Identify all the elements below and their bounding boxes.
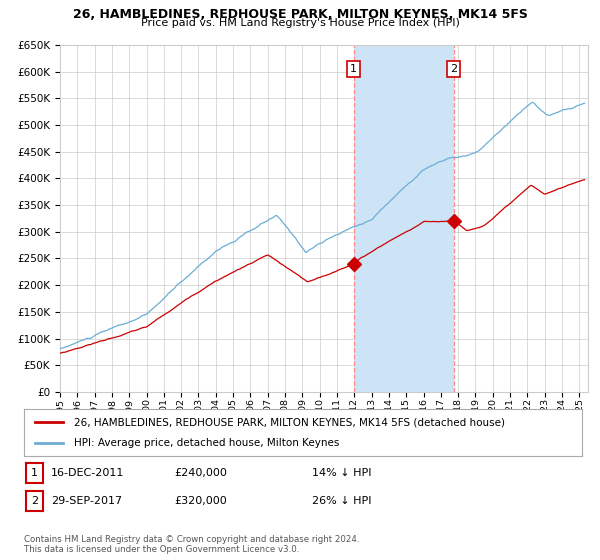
Text: 2: 2 bbox=[31, 496, 38, 506]
Text: Contains HM Land Registry data © Crown copyright and database right 2024.
This d: Contains HM Land Registry data © Crown c… bbox=[24, 535, 359, 554]
Text: 1: 1 bbox=[350, 64, 357, 74]
Text: 26% ↓ HPI: 26% ↓ HPI bbox=[312, 496, 371, 506]
Text: 26, HAMBLEDINES, REDHOUSE PARK, MILTON KEYNES, MK14 5FS: 26, HAMBLEDINES, REDHOUSE PARK, MILTON K… bbox=[73, 8, 527, 21]
Text: Price paid vs. HM Land Registry's House Price Index (HPI): Price paid vs. HM Land Registry's House … bbox=[140, 18, 460, 28]
Bar bbox=[353, 45, 454, 392]
Text: 26, HAMBLEDINES, REDHOUSE PARK, MILTON KEYNES, MK14 5FS (detached house): 26, HAMBLEDINES, REDHOUSE PARK, MILTON K… bbox=[74, 417, 505, 427]
Text: 14% ↓ HPI: 14% ↓ HPI bbox=[312, 468, 371, 478]
Text: 1: 1 bbox=[31, 468, 38, 478]
Text: £320,000: £320,000 bbox=[174, 496, 227, 506]
Text: HPI: Average price, detached house, Milton Keynes: HPI: Average price, detached house, Milt… bbox=[74, 438, 340, 448]
Text: 29-SEP-2017: 29-SEP-2017 bbox=[51, 496, 122, 506]
Text: 2: 2 bbox=[450, 64, 457, 74]
Text: 16-DEC-2011: 16-DEC-2011 bbox=[51, 468, 124, 478]
Text: £240,000: £240,000 bbox=[174, 468, 227, 478]
